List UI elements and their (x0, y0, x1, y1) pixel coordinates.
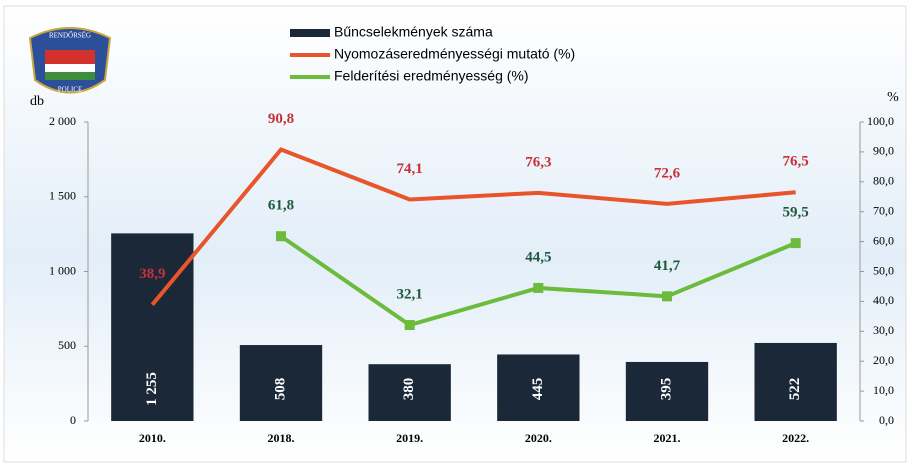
bar-value-label: 395 (658, 378, 674, 401)
line-value-label: 76,3 (525, 154, 551, 170)
line-value-label: 59,5 (783, 205, 809, 221)
logo-text: POLICE (58, 86, 83, 94)
legend-label: Felderítési eredményesség (%) (334, 68, 529, 84)
x-tick-label: 2010. (139, 431, 166, 445)
bar-value-label: 1 255 (144, 372, 160, 406)
y2-tick-label: 40,0 (873, 293, 894, 307)
x-tick-label: 2022. (782, 431, 809, 445)
y2-tick-label: 90,0 (873, 144, 894, 158)
point (662, 291, 672, 301)
line-value-label: 72,6 (654, 165, 681, 181)
line-value-label: 38,9 (139, 266, 165, 282)
bar-value-label: 522 (787, 378, 803, 401)
x-tick-label: 2019. (396, 431, 423, 445)
y-tick-label: 1 000 (49, 263, 76, 277)
legend-label: Bűncselekmények száma (334, 24, 493, 40)
x-tick-label: 2020. (525, 431, 552, 445)
y2-tick-label: 20,0 (873, 353, 894, 367)
line-value-label: 32,1 (397, 286, 423, 302)
line-value-label: 41,7 (654, 258, 681, 274)
y2-tick-label: 100,0 (867, 114, 894, 128)
point (791, 238, 801, 248)
y2-tick-label: 50,0 (873, 263, 894, 277)
logo-text: RENDŐRSÉG (49, 32, 91, 40)
logo: RENDŐRSÉG POLICE (30, 28, 110, 94)
line-value-label: 76,5 (783, 154, 809, 170)
legend-swatch (290, 29, 330, 37)
y-tick-label: 0 (70, 413, 76, 427)
bar-value-label: 508 (272, 378, 288, 401)
x-tick-label: 2021. (654, 431, 681, 445)
y2-tick-label: 0,0 (879, 413, 894, 427)
legend-label: Nyomozáseredményességi mutató (%) (334, 46, 575, 62)
y2-tick-label: 10,0 (873, 383, 894, 397)
line-value-label: 61,8 (268, 198, 294, 214)
y2-tick-label: 80,0 (873, 174, 894, 188)
line-value-label: 44,5 (525, 249, 551, 265)
point (405, 320, 415, 330)
line-value-label: 74,1 (397, 161, 423, 177)
y-tick-label: 2 000 (49, 114, 76, 128)
bar-value-label: 445 (530, 378, 546, 401)
point (533, 283, 543, 293)
y2-axis-label: % (887, 90, 899, 105)
line-value-label: 90,8 (268, 111, 294, 127)
y2-tick-label: 60,0 (873, 233, 894, 247)
y2-tick-label: 30,0 (873, 323, 894, 337)
y-tick-label: 1 500 (49, 189, 76, 203)
y-tick-label: 500 (58, 338, 76, 352)
x-tick-label: 2018. (268, 431, 295, 445)
chart: RENDŐRSÉG POLICE db % 0 500 1 000 1 500 2 00… (0, 0, 910, 466)
y-axis-label: db (30, 94, 44, 109)
bar-value-label: 380 (401, 378, 417, 401)
y2-tick-label: 70,0 (873, 203, 894, 217)
point (276, 231, 286, 241)
